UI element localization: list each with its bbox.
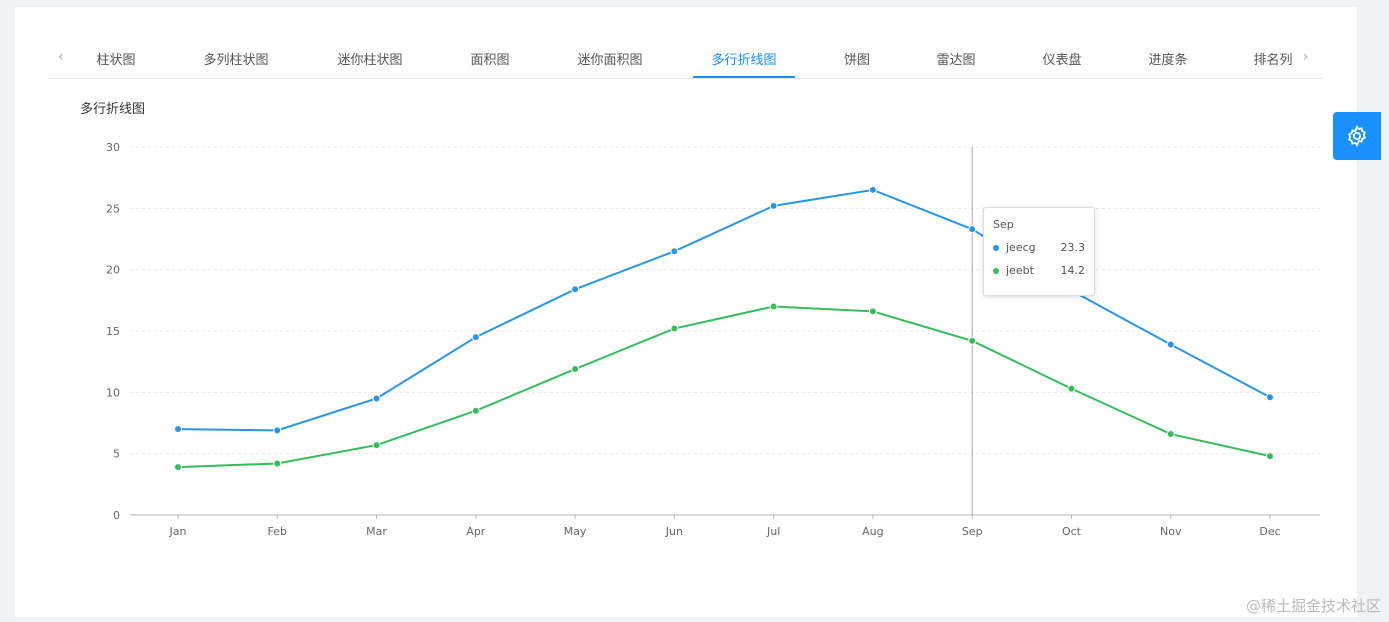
tab-6[interactable]: 饼图 [843, 53, 871, 68]
tab-4[interactable]: 迷你面积图 [577, 53, 643, 68]
active-tab-indicator [693, 76, 795, 78]
data-point-jeebt [571, 365, 580, 374]
data-point-jeecg [273, 426, 282, 435]
y-tick-label: 30 [106, 141, 120, 154]
x-tick-label: Nov [1160, 525, 1182, 538]
x-tick-label: Jul [766, 525, 780, 538]
tab-9[interactable]: 进度条 [1148, 53, 1188, 68]
data-point-jeebt [1166, 430, 1175, 439]
tooltip-value: 14.2 [1060, 264, 1086, 277]
data-point-jeecg [1266, 393, 1274, 402]
data-point-jeebt [1266, 452, 1274, 461]
y-tick-label: 15 [106, 325, 120, 338]
series-line-jeecg [177, 188, 1271, 432]
tab-7[interactable]: 雷达图 [936, 53, 976, 68]
data-point-jeecg [1166, 340, 1175, 349]
y-tick-label: 0 [113, 509, 120, 522]
data-point-jeebt [471, 406, 480, 415]
tab-2[interactable]: 迷你柱状图 [337, 53, 403, 68]
x-tick-label: Jan [169, 525, 187, 538]
data-point-jeebt [769, 302, 778, 311]
gear-icon [1348, 125, 1366, 147]
data-point-jeecg [769, 201, 778, 210]
settings-button[interactable] [1333, 112, 1381, 160]
chart-tooltip: Sep jeecg 23.3 jeebt 14.2 [983, 207, 1095, 296]
x-tick-label: Aug [862, 525, 883, 538]
tooltip-series-name: jeebt [1006, 264, 1034, 277]
tab-8[interactable]: 仪表盘 [1042, 53, 1082, 68]
data-point-jeecg [571, 285, 580, 294]
data-point-jeebt [1067, 384, 1076, 393]
chart-title: 多行折线图 [80, 102, 146, 117]
y-tick-label: 5 [113, 448, 120, 461]
tooltip-row: jeecg 23.3 [993, 241, 1085, 254]
x-tick-label: Jun [665, 525, 683, 538]
x-tick-label: May [564, 525, 587, 538]
data-point-jeebt [273, 459, 282, 468]
x-tick-label: Sep [962, 525, 983, 538]
data-point-jeebt [372, 441, 381, 450]
data-point-jeecg [968, 225, 977, 234]
tooltip-label: Sep [993, 218, 1014, 231]
data-point-jeecg [670, 247, 679, 256]
tooltip-row: jeebt 14.2 [993, 264, 1085, 277]
data-point-jeecg [868, 185, 877, 194]
tooltip-value: 23.3 [1060, 241, 1086, 254]
tooltip-series-name: jeecg [1006, 241, 1036, 254]
x-tick-label: Dec [1259, 525, 1280, 538]
tabs-prev-arrow-icon[interactable]: ‹ [58, 49, 64, 65]
x-tick-label: Mar [366, 525, 387, 538]
tab-10[interactable]: 排名列 [1253, 53, 1293, 68]
x-tick-label: Oct [1062, 525, 1082, 538]
tab-0[interactable]: 柱状图 [96, 53, 136, 68]
series-dot-icon [993, 244, 999, 251]
data-point-jeebt [174, 463, 182, 472]
y-tick-label: 10 [106, 386, 120, 399]
tabs-next-arrow-icon[interactable]: › [1303, 49, 1309, 65]
data-point-jeecg [471, 333, 480, 342]
x-tick-label: Apr [466, 525, 486, 538]
series-dot-icon [993, 267, 999, 274]
x-tick-label: Feb [268, 525, 287, 538]
watermark: @稀土掘金技术社区 [1245, 597, 1381, 615]
data-point-jeecg [372, 394, 381, 403]
tab-3[interactable]: 面积图 [470, 53, 510, 68]
data-point-jeecg [174, 425, 182, 434]
data-point-jeebt [968, 336, 977, 345]
data-point-jeebt [868, 307, 877, 316]
y-tick-label: 25 [106, 202, 120, 215]
y-tick-label: 20 [106, 264, 120, 277]
data-point-jeebt [670, 324, 679, 333]
tab-1[interactable]: 多列柱状图 [203, 53, 269, 68]
series-line-jeebt [177, 305, 1271, 469]
chart-tabs: ‹ › 柱状图 多列柱状图 迷你柱状图 面积图 迷你面积图 多行折线图 饼图 雷达图 仪表盘 进度… [48, 40, 1324, 79]
tab-5[interactable]: 多行折线图 [711, 53, 777, 68]
